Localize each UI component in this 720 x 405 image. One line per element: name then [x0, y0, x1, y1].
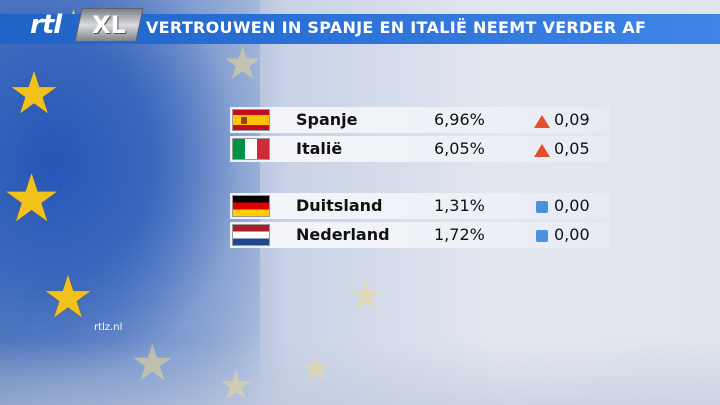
yield-rate: 1,31% — [434, 196, 485, 215]
eu-star-icon: ★ — [218, 363, 254, 405]
germany-flag-icon — [232, 195, 270, 217]
netherlands-flag-icon — [232, 224, 270, 246]
eu-star-icon: ★ — [300, 349, 333, 390]
yield-rate: 6,96% — [434, 110, 485, 129]
table-row: Spanje 6,96% 0,09 — [230, 107, 610, 133]
yield-rate: 6,05% — [434, 139, 485, 158]
eu-flag-background — [0, 0, 260, 405]
yield-change: 0,09 — [554, 110, 590, 129]
logo-xl-text: XL — [92, 11, 126, 39]
eu-star-icon: ★ — [348, 273, 384, 319]
spain-flag-icon — [232, 109, 270, 131]
bottom-fade — [0, 340, 720, 405]
table-row: Duitsland 1,31% 0,00 — [230, 193, 610, 219]
country-name: Italië — [296, 139, 343, 158]
up-triangle-icon — [534, 115, 550, 128]
italy-flag-icon — [232, 138, 270, 160]
country-name: Spanje — [296, 110, 358, 129]
logo-xl-badge: XL — [74, 8, 144, 42]
eu-star-icon: ★ — [42, 263, 94, 331]
logo-rtl-text: rtl — [30, 10, 62, 40]
table-row: Italië 6,05% 0,05 — [230, 136, 610, 162]
country-name: Duitsland — [296, 196, 383, 215]
table-row: Nederland 1,72% 0,00 — [230, 222, 610, 248]
flat-square-icon — [536, 230, 548, 242]
flat-square-icon — [536, 201, 548, 213]
yield-change: 0,05 — [554, 139, 590, 158]
eu-star-icon: ★ — [130, 334, 175, 392]
yield-change: 0,00 — [554, 196, 590, 215]
yield-change: 0,00 — [554, 225, 590, 244]
eu-star-icon: ★ — [222, 36, 264, 90]
eu-star-icon: ★ — [2, 160, 62, 237]
page-title: VERTROUWEN IN SPANJE EN ITALIË NEEMT VER… — [146, 18, 647, 37]
up-triangle-icon — [534, 144, 550, 157]
eu-star-icon: ★ — [8, 59, 60, 127]
country-name: Nederland — [296, 225, 390, 244]
yield-rate: 1,72% — [434, 225, 485, 244]
channel-logo: rtl XL — [30, 6, 144, 46]
website-watermark: rtlz.nl — [94, 322, 123, 333]
